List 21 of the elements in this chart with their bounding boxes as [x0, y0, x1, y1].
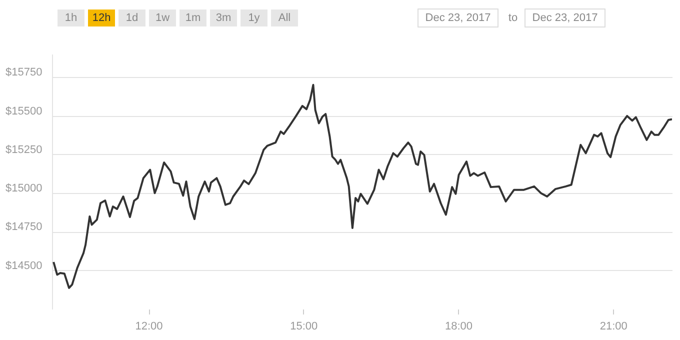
x-tick-label: 12:00 [135, 320, 163, 332]
text: 1m [185, 12, 201, 24]
text: 1w [155, 12, 170, 24]
text: 12h [92, 12, 111, 24]
text: 3m [216, 12, 232, 24]
text: to [508, 12, 518, 24]
y-tick-label: $15750 [6, 66, 42, 79]
y-tick-label: $14750 [6, 221, 42, 234]
text: Dec 23, 2017 [532, 12, 598, 24]
y-tick-label: $15500 [6, 105, 42, 118]
text: 1h [64, 12, 78, 24]
text: 1y [248, 12, 260, 24]
text: All [278, 12, 291, 24]
y-tick-label: $14500 [6, 260, 42, 272]
x-tick-label: 21:00 [600, 320, 628, 332]
text: Dec 23, 2017 [425, 12, 491, 24]
y-tick-label: $15000 [6, 182, 42, 195]
x-tick-label: 18:00 [445, 320, 473, 332]
text: 1d [126, 12, 138, 24]
x-tick-label: 15:00 [290, 320, 318, 332]
y-tick-label: $15250 [6, 144, 42, 156]
